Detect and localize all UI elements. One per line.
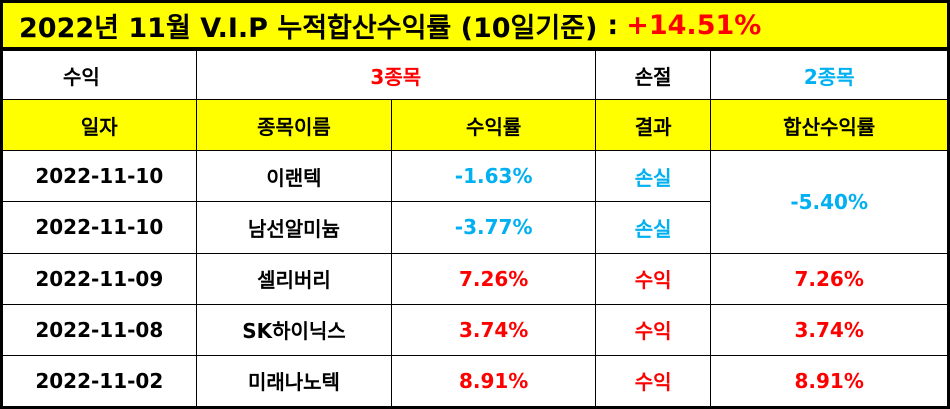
row-result: 수익 (594, 252, 712, 305)
header-result: 결과 (594, 99, 712, 152)
row-return: 3.74% (391, 303, 596, 356)
table-row: 2022-11-10 이랜텍 -1.63% 손실 -5.40% (1, 150, 949, 254)
row-date: 2022-11-02 (1, 354, 197, 409)
row-combined-return: 3.74% (710, 303, 949, 356)
total-return: +14.51% (626, 9, 762, 41)
row-result: 손실 (594, 201, 712, 254)
report-title: 2022년 11월 V.I.P 누적합산수익률 (10일기준) (19, 12, 598, 44)
table-row: 2022-11-08 SK하이닉스 3.74% 수익 3.74% (1, 303, 949, 356)
table-row: 2022-11-02 미래나노텍 8.91% 수익 8.91% (1, 354, 949, 409)
row-date: 2022-11-10 (1, 150, 197, 203)
loss-label: 손절 (594, 49, 712, 101)
header-combined: 합산수익률 (710, 99, 949, 152)
row-return: 8.91% (391, 354, 596, 409)
row-date: 2022-11-09 (1, 252, 197, 305)
merged-combined-return: -5.40% (710, 150, 949, 254)
title-separator: : (607, 9, 619, 41)
row-stock: SK하이닉스 (195, 303, 393, 356)
summary-row: 수익 3종목 손절 2종목 (1, 49, 949, 101)
row-combined-return: 7.26% (710, 252, 949, 305)
returns-table: 수익 3종목 손절 2종목 일자 종목이름 수익률 결과 합산수익률 2022-… (0, 49, 950, 409)
row-date: 2022-11-08 (1, 303, 197, 356)
row-stock: 이랜텍 (195, 150, 393, 203)
row-combined-return: 8.91% (710, 354, 949, 409)
profit-label: 수익 (1, 49, 197, 101)
row-return: 7.26% (391, 252, 596, 305)
row-result: 손실 (594, 150, 712, 203)
header-date: 일자 (1, 99, 197, 152)
row-return: -1.63% (391, 150, 596, 203)
profit-count: 3종목 (195, 49, 596, 101)
row-result: 수익 (594, 303, 712, 356)
header-row: 일자 종목이름 수익률 결과 합산수익률 (1, 99, 949, 152)
row-result: 수익 (594, 354, 712, 409)
table-row: 2022-11-10 남선알미늄 -3.77% 손실 (1, 201, 949, 254)
report-title-bar: 2022년 11월 V.I.P 누적합산수익률 (10일기준) : +14.51… (0, 0, 950, 50)
header-return: 수익률 (391, 99, 596, 152)
row-stock: 남선알미늄 (195, 201, 393, 254)
loss-count: 2종목 (710, 49, 949, 101)
row-stock: 미래나노텍 (195, 354, 393, 409)
table-row: 2022-11-09 셀리버리 7.26% 수익 7.26% (1, 252, 949, 305)
row-stock: 셀리버리 (195, 252, 393, 305)
row-return: -3.77% (391, 201, 596, 254)
header-stock: 종목이름 (195, 99, 393, 152)
row-date: 2022-11-10 (1, 201, 197, 254)
